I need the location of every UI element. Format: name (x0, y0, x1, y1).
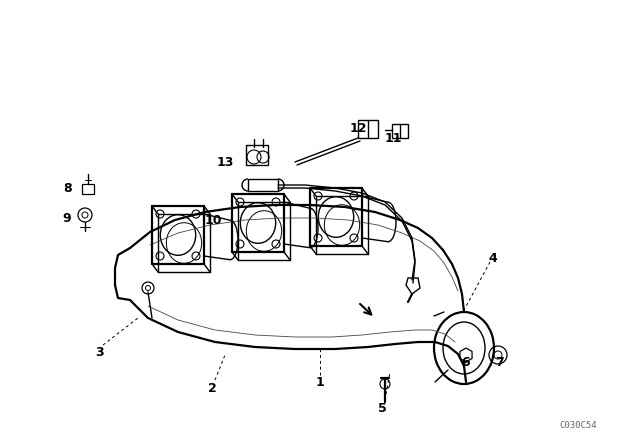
Text: 8: 8 (64, 181, 72, 194)
Text: 13: 13 (216, 155, 234, 168)
Text: 3: 3 (96, 345, 104, 358)
Text: 5: 5 (378, 401, 387, 414)
Text: 7: 7 (495, 356, 504, 369)
Bar (358, 120, 378, 138)
Text: 12: 12 (349, 121, 367, 134)
Text: 9: 9 (63, 211, 71, 224)
Text: 2: 2 (207, 382, 216, 395)
Text: 4: 4 (488, 251, 497, 264)
Text: 6: 6 (461, 356, 470, 369)
Bar (246, 145, 268, 165)
Text: 11: 11 (384, 132, 402, 145)
Text: 10: 10 (204, 214, 221, 227)
Text: C030C54: C030C54 (559, 421, 597, 430)
Bar (248, 179, 278, 191)
Bar (392, 124, 408, 138)
Text: 1: 1 (316, 375, 324, 388)
Bar (82, 184, 94, 194)
